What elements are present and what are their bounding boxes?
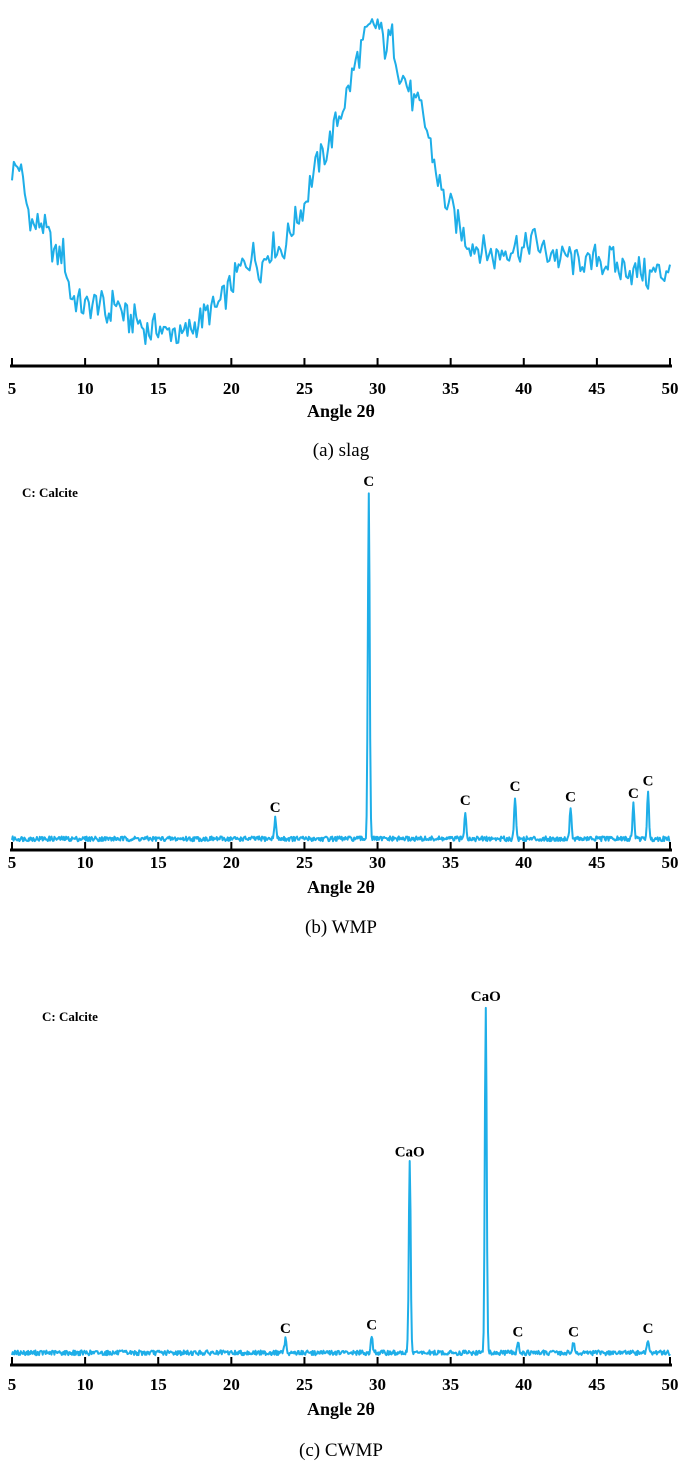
peak-label: C [568, 1324, 579, 1340]
x-tick-label: 45 [588, 1375, 605, 1394]
x-tick-label: 25 [296, 853, 313, 872]
x-tick-label: 5 [8, 1375, 17, 1394]
peak-label: C [628, 786, 639, 802]
x-tick-label: 30 [369, 379, 386, 398]
peak-label: C [363, 474, 374, 490]
panel-c-x-axis-label: Angle 2θ [307, 1399, 375, 1419]
panel-c-series-line [11, 1006, 671, 1357]
x-tick-label: 20 [223, 853, 240, 872]
peak-label: C [270, 800, 281, 816]
x-tick-label: 5 [8, 379, 17, 398]
panel-a-ticks: 5 10 15 20 25 30 35 40 45 50 [8, 358, 679, 398]
x-tick-label: 45 [588, 379, 605, 398]
peak-label: C [280, 1321, 291, 1337]
x-tick-label: 10 [77, 853, 94, 872]
peak-label: C [643, 774, 654, 790]
x-tick-label: 20 [223, 379, 240, 398]
x-tick-label: 25 [296, 379, 313, 398]
peak-label: CaO [471, 989, 501, 1005]
x-tick-label: 35 [442, 379, 459, 398]
x-tick-label: 5 [8, 853, 17, 872]
x-tick-label: 50 [662, 853, 679, 872]
peak-label: C [643, 1321, 654, 1337]
x-tick-label: 40 [515, 853, 532, 872]
x-tick-label: 40 [515, 379, 532, 398]
panel-b-ticks: 5 10 15 20 25 30 35 40 45 50 [8, 842, 679, 872]
peak-label: C [510, 779, 521, 795]
panel-c-ticks: 5 10 15 20 25 30 35 40 45 50 [8, 1357, 679, 1394]
panel-c-note: C: Calcite [42, 1009, 98, 1024]
panel-b-x-axis-label: Angle 2θ [307, 877, 375, 897]
panel-c-cwmp: C: Calcite C C CaO CaO C C C 5 10 15 20 25 30 35 40 45… [8, 989, 679, 1461]
peak-label: CaO [395, 1145, 425, 1161]
x-tick-label: 25 [296, 1375, 313, 1394]
panel-b-series-line [11, 492, 671, 843]
peak-label: C [565, 790, 576, 806]
panel-a-caption: (a) slag [313, 440, 370, 461]
panel-a-series-line [11, 18, 671, 345]
x-tick-label: 50 [662, 379, 679, 398]
peak-label: C [366, 1318, 377, 1334]
panel-c-caption: (c) CWMP [299, 1440, 383, 1461]
x-tick-label: 50 [662, 1375, 679, 1394]
x-tick-label: 15 [150, 379, 167, 398]
x-tick-label: 20 [223, 1375, 240, 1394]
x-tick-label: 15 [150, 1375, 167, 1394]
panel-a-x-axis-label: Angle 2θ [307, 401, 375, 421]
panel-b-note: C: Calcite [22, 485, 78, 500]
x-tick-label: 35 [442, 853, 459, 872]
peak-label: C [460, 793, 471, 809]
panel-a-slag: 5 10 15 20 25 30 35 40 45 50 Angle 2θ (a) slag [8, 18, 679, 461]
x-tick-label: 15 [150, 853, 167, 872]
panel-b-caption: (b) WMP [305, 917, 377, 938]
peak-label: C [513, 1324, 524, 1340]
x-tick-label: 40 [515, 1375, 532, 1394]
x-tick-label: 30 [369, 1375, 386, 1394]
x-tick-label: 30 [369, 853, 386, 872]
panel-c-peak-labels: C C CaO CaO C C C [280, 989, 653, 1341]
x-tick-label: 10 [77, 379, 94, 398]
x-tick-label: 45 [588, 853, 605, 872]
x-tick-label: 35 [442, 1375, 459, 1394]
x-tick-label: 10 [77, 1375, 94, 1394]
